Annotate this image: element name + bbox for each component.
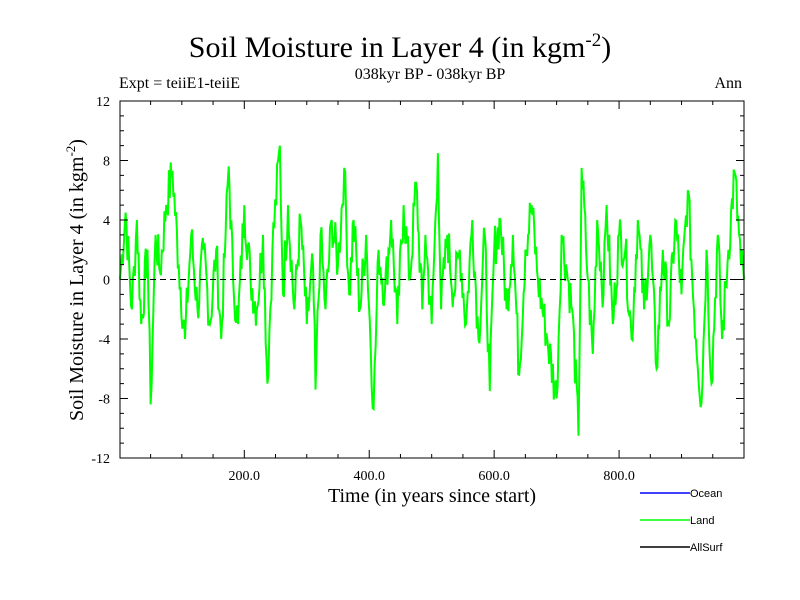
chart-title-exponent: -2 — [585, 30, 602, 51]
y-axis-label-exponent: -2 — [63, 145, 79, 157]
y-tick-label: 12 — [96, 95, 110, 110]
legend: Ocean Land AllSurf — [640, 488, 723, 554]
period-label: Ann — [714, 75, 742, 92]
x-axis-label: Time (in years since start) — [327, 485, 537, 507]
x-tick-label: 200.0 — [229, 469, 261, 484]
series-layer — [119, 145, 745, 436]
axes-layer: -12 -8 -4 0 4 8 12 200.0 400.0 600.0 800.0 — [91, 95, 745, 484]
y-tick-label: 8 — [103, 155, 110, 170]
legend-label-ocean: Ocean — [690, 488, 722, 500]
y-tick-label: -12 — [91, 452, 110, 467]
experiment-label: Expt = teiiE1-teiiE — [119, 75, 240, 92]
x-tick-label: 800.0 — [603, 469, 635, 484]
x-tick-label: 600.0 — [478, 469, 510, 484]
y-tick-label: 0 — [103, 274, 110, 289]
chart-title-close: ) — [601, 31, 612, 64]
y-tick-label: -4 — [98, 333, 110, 348]
y-tick-label: 4 — [103, 214, 110, 229]
series-line-land — [119, 145, 745, 436]
x-tick-label: 400.0 — [353, 469, 385, 484]
y-tick-label: -8 — [98, 393, 110, 408]
y-axis-label-close: ) — [65, 139, 88, 146]
chart-title: Soil Moisture in Layer 4 (in kgm-2) — [0, 30, 800, 65]
chart-subtitle: 038kyr BP - 038kyr BP — [354, 66, 506, 83]
legend-label-land: Land — [690, 515, 714, 527]
y-axis-label: Soil Moisture in Layer 4 (in kgm-2) — [63, 100, 89, 460]
chart-title-text: Soil Moisture in Layer 4 (in kgm — [188, 31, 586, 64]
y-axis-label-text: Soil Moisture in Layer 4 (in kgm — [65, 156, 88, 421]
legend-label-allsurf: AllSurf — [690, 542, 723, 554]
